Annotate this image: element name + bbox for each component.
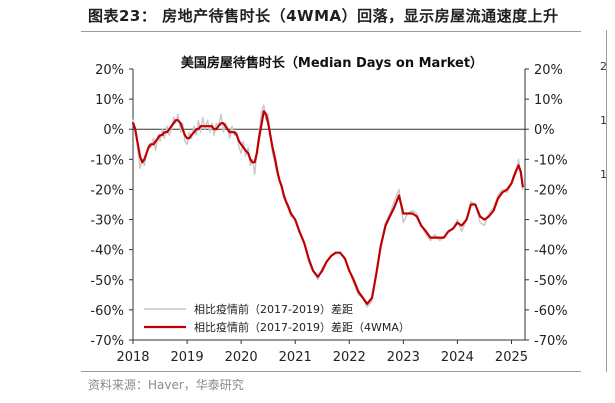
- y-tick-label-left: -30%: [90, 214, 124, 229]
- title-rule: [81, 31, 581, 32]
- x-tick-label: 2025: [495, 350, 528, 365]
- y-tick-label-left: -20%: [90, 183, 124, 198]
- y-tick-label-right: -30%: [534, 214, 568, 229]
- source-note: 资料来源：Haver，华泰研究: [88, 378, 244, 392]
- y-tick-label-left: 20%: [95, 63, 124, 78]
- x-tick-label: 2019: [171, 350, 204, 365]
- legend-entry: 相比疫情前（2017-2019）差距（4WMA）: [194, 320, 410, 334]
- y-tick-label-right: -20%: [534, 183, 568, 198]
- adjacent-tick-label: 1: [600, 168, 607, 181]
- y-tick-label-right: -10%: [534, 153, 568, 168]
- adjacent-tick-label: 2: [600, 60, 607, 73]
- y-tick-label-left: -50%: [90, 274, 124, 289]
- chart-series: [131, 104, 524, 308]
- y-tick-label-right: 10%: [534, 93, 563, 108]
- x-tick-label: 2024: [441, 350, 474, 365]
- y-tick-label-left: 0%: [103, 123, 124, 138]
- y-tick-label-right: -50%: [534, 274, 568, 289]
- y-tick-label-right: -40%: [534, 244, 568, 259]
- chart-legend: 相比疫情前（2017-2019）差距相比疫情前（2017-2019）差距（4WM…: [144, 302, 410, 334]
- source-rule: [81, 371, 581, 372]
- x-tick-label: 2023: [387, 350, 420, 365]
- chart-axes: 20% 20% 10% 10% 0% 0% -10% -10% -20% -20% -30% -30%…: [90, 63, 567, 365]
- y-tick-label-right: -70%: [534, 334, 568, 349]
- x-tick-label: 2021: [279, 350, 312, 365]
- y-tick-label-left: -60%: [90, 304, 124, 319]
- x-tick-label: 2020: [225, 350, 258, 365]
- x-tick-label: 2022: [333, 350, 366, 365]
- adjacent-tick-label: 1: [600, 114, 607, 127]
- figure-title: 图表23： 房地产待售时长（4WMA）回落，显示房屋流通速度上升: [88, 7, 559, 25]
- x-tick-label: 2018: [116, 350, 149, 365]
- y-tick-label-left: -70%: [90, 334, 124, 349]
- series-4wma-line: [131, 110, 524, 305]
- y-tick-label-right: -60%: [534, 304, 568, 319]
- y-tick-label-right: 0%: [534, 123, 555, 138]
- y-tick-label-left: -40%: [90, 244, 124, 259]
- series-raw-line: [132, 104, 524, 308]
- adjacent-figure-edge: [606, 30, 607, 372]
- y-tick-label-right: 20%: [534, 63, 563, 78]
- y-tick-label-left: -10%: [90, 153, 124, 168]
- chart-title: 美国房屋待售时长（Median Days on Market）: [181, 55, 483, 71]
- y-tick-label-left: 10%: [95, 93, 124, 108]
- legend-entry: 相比疫情前（2017-2019）差距: [194, 302, 353, 316]
